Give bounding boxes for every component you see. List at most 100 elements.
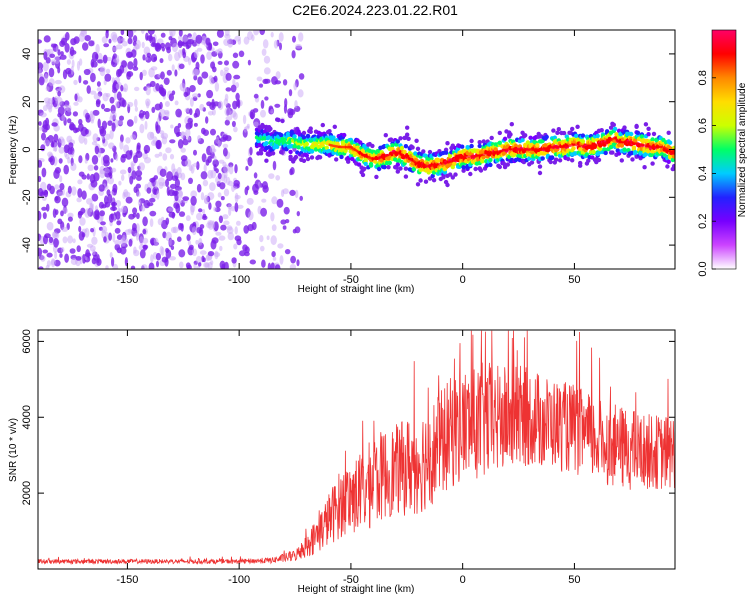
- noise-point: [132, 207, 138, 215]
- noise-point: [120, 134, 124, 143]
- noise-point: [90, 58, 95, 68]
- noise-point: [119, 97, 125, 107]
- noise-point: [218, 235, 226, 241]
- noise-point: [100, 221, 106, 226]
- noise-point: [46, 48, 54, 55]
- noise-point: [86, 85, 91, 94]
- noise-point: [96, 81, 101, 87]
- noise-point: [87, 164, 94, 171]
- signal-point: [553, 157, 559, 162]
- noise-point: [125, 51, 133, 59]
- signal-point: [301, 130, 307, 136]
- noise-point: [262, 39, 269, 49]
- noise-point: [242, 244, 248, 252]
- signal-point: [258, 151, 264, 156]
- noise-point: [112, 183, 118, 193]
- signal-point: [418, 178, 423, 183]
- noise-point: [42, 249, 48, 254]
- noise-point: [130, 134, 137, 140]
- noise-point: [137, 199, 142, 207]
- noise-point: [151, 106, 156, 113]
- noise-point: [127, 30, 134, 39]
- noise-point: [38, 247, 43, 257]
- noise-point: [223, 164, 230, 174]
- noise-point: [262, 181, 268, 190]
- noise-point: [115, 101, 120, 109]
- noise-point: [64, 253, 69, 263]
- noise-point: [206, 101, 212, 107]
- noise-point: [81, 174, 87, 180]
- signal-point: [266, 145, 272, 150]
- noise-point: [196, 47, 203, 52]
- signal-point: [423, 179, 429, 184]
- signal-point: [591, 138, 596, 143]
- noise-point: [297, 89, 304, 98]
- noise-point: [295, 44, 302, 49]
- signal-point: [646, 126, 651, 131]
- noise-point: [38, 210, 42, 221]
- noise-point: [218, 159, 225, 164]
- noise-point: [42, 212, 47, 220]
- signal-point: [285, 131, 291, 137]
- noise-point: [263, 55, 271, 64]
- noise-point: [158, 151, 163, 157]
- noise-point: [69, 46, 75, 57]
- noise-point: [154, 103, 162, 111]
- noise-point: [146, 202, 154, 207]
- signal-point: [461, 165, 466, 170]
- noise-point: [173, 202, 180, 209]
- noise-point: [184, 159, 192, 167]
- signal-point: [619, 158, 624, 163]
- noise-point: [120, 237, 127, 247]
- noise-point: [83, 80, 89, 85]
- noise-point: [132, 66, 139, 71]
- noise-point: [200, 171, 208, 180]
- noise-point: [38, 160, 43, 168]
- noise-point: [120, 84, 124, 92]
- noise-point: [292, 35, 296, 43]
- signal-point: [642, 165, 647, 170]
- signal-point: [643, 122, 649, 127]
- colorbar: 0.0 0.2 0.4 0.6 0.8 Normalized spectral ampl…: [697, 29, 748, 277]
- noise-point: [38, 175, 42, 183]
- noise-point: [233, 179, 240, 187]
- noise-point: [199, 224, 205, 229]
- signal-point: [403, 144, 409, 149]
- noise-point: [66, 59, 71, 65]
- noise-point: [264, 96, 269, 101]
- noise-point: [243, 36, 250, 45]
- noise-point: [45, 264, 50, 269]
- noise-point: [291, 50, 296, 59]
- noise-point: [149, 197, 156, 203]
- noise-point: [168, 189, 175, 197]
- spectrogram-marks: [38, 30, 675, 269]
- signal-point: [666, 159, 671, 164]
- y-tick-label: -20: [21, 189, 33, 205]
- spectrogram-y-axis: -40 -20 0 20 40: [21, 48, 675, 253]
- noise-point: [247, 59, 251, 66]
- noise-point: [198, 262, 202, 267]
- y-tick-label: 2000: [21, 481, 33, 505]
- noise-point: [121, 205, 127, 214]
- noise-point: [296, 211, 300, 217]
- noise-point: [195, 61, 200, 71]
- noise-point: [43, 139, 51, 147]
- noise-point: [160, 71, 165, 80]
- noise-point: [112, 263, 119, 269]
- noise-point: [125, 150, 133, 160]
- figure-title: C2E6.2024.223.01.22.R01: [292, 2, 458, 18]
- noise-point: [133, 246, 137, 254]
- noise-point: [171, 64, 175, 72]
- noise-point: [133, 35, 138, 43]
- noise-point: [128, 238, 133, 247]
- noise-point: [170, 226, 177, 234]
- noise-point: [148, 262, 155, 269]
- noise-point: [209, 144, 216, 154]
- noise-point: [208, 75, 213, 81]
- noise-point: [235, 92, 240, 101]
- noise-point: [275, 71, 281, 80]
- noise-point: [105, 133, 111, 140]
- noise-point: [280, 219, 287, 225]
- noise-point: [109, 252, 113, 258]
- signal-point: [317, 155, 323, 160]
